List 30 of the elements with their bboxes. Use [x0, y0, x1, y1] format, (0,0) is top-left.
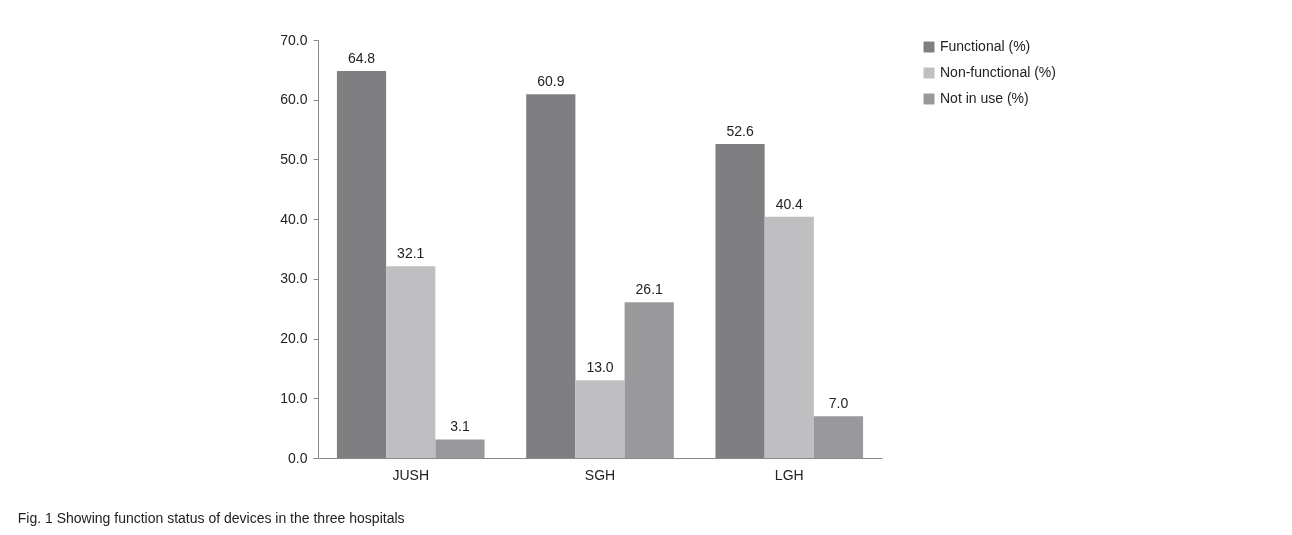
- y-tick-label: 10.0: [280, 389, 308, 406]
- y-tick-label: 50.0: [280, 150, 308, 167]
- x-tick-label: SGH: [584, 466, 616, 483]
- data-label: 7.0: [828, 395, 849, 412]
- bar: [813, 416, 864, 458]
- y-tick-label: 30.0: [280, 270, 308, 287]
- bar: [386, 266, 436, 458]
- data-label: 3.1: [450, 418, 470, 435]
- bar: [624, 302, 674, 458]
- data-label: 13.0: [586, 359, 614, 376]
- data-label: 26.1: [635, 281, 664, 298]
- bar: [764, 216, 814, 458]
- legend-label: Non-functional (%): [940, 64, 1056, 80]
- caption: Fig. 1 Showing function status of devices in the three hospitals: [17, 510, 405, 526]
- data-label: 32.1: [397, 245, 425, 262]
- y-tick-label: 20.0: [280, 330, 308, 347]
- legend-label: Functional (%): [940, 38, 1031, 54]
- data-label: 52.6: [726, 122, 754, 139]
- y-tick-label: 0.0: [288, 449, 308, 466]
- data-label: 64.8: [347, 50, 376, 67]
- y-tick-label: 40.0: [280, 210, 308, 227]
- bar: [435, 439, 485, 458]
- y-tick-label: 60.0: [280, 91, 308, 108]
- legend-label: Not in use (%): [940, 90, 1029, 106]
- x-tick-label: JUSH: [392, 466, 430, 483]
- y-tick-label: 70.0: [280, 31, 308, 48]
- data-label: 40.4: [775, 195, 804, 212]
- x-tick-label: LGH: [774, 466, 804, 483]
- data-label: 60.9: [537, 73, 565, 90]
- bar: [575, 380, 625, 458]
